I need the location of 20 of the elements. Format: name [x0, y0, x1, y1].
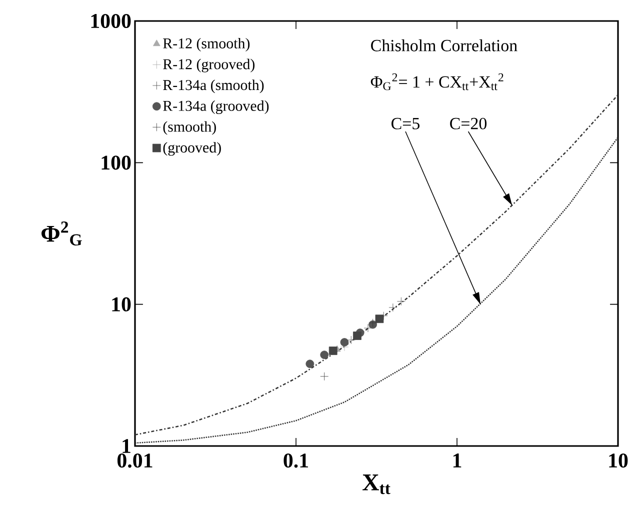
legend-label: R-134a (grooved)	[163, 100, 269, 114]
x-tick-label: 0.01	[117, 454, 152, 468]
y-tick-label: 1000	[91, 14, 131, 28]
legend-label: (smooth)	[163, 121, 216, 135]
x-tick-label: 10	[609, 454, 628, 468]
annotation: Φ$_{G}$$^{2}$= 1 + CX$_{tt}$+X$_{tt}$2	[370, 73, 504, 90]
x-axis-title: X$_{tt}$	[362, 474, 390, 494]
annotation: C=20	[450, 118, 487, 130]
legend-label: R-12 (smooth)	[163, 38, 250, 52]
x-tick-label: 1	[453, 454, 462, 468]
annotation: Chisholm Correlation	[371, 39, 518, 52]
legend-label: R-12 (grooved)	[163, 58, 255, 72]
y-tick-label: 100	[102, 156, 131, 170]
legend-label: R-134a (smooth)	[163, 80, 264, 94]
x-tick-label: 0.1	[284, 454, 308, 468]
annotation: C=5	[392, 118, 420, 130]
legend-label: (grooved)	[163, 142, 221, 156]
y-tick-label: 10	[112, 297, 131, 312]
y-tick-label: 1	[122, 439, 130, 453]
y-axis-title: Φ$^{2}$G	[42, 222, 82, 246]
